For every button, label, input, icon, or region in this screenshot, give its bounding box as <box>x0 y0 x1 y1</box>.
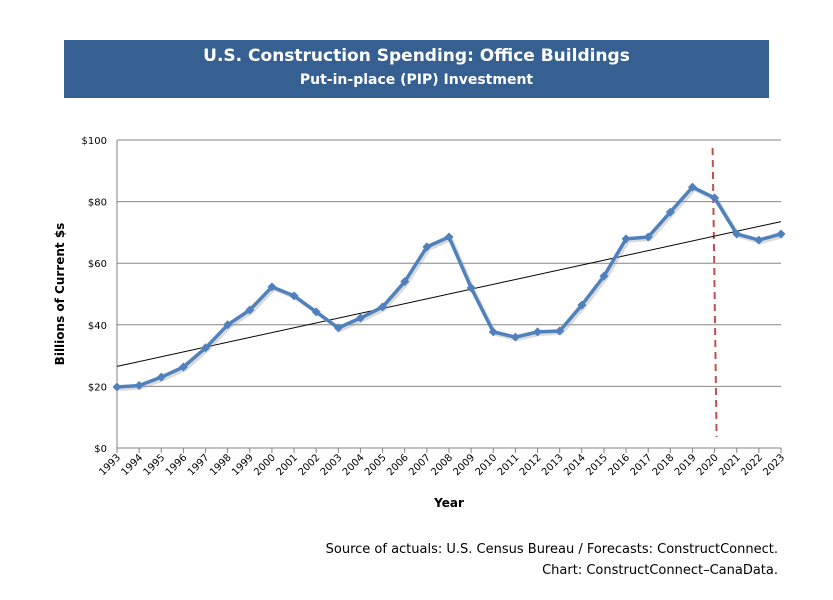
x-tick-label: 2020 <box>695 452 721 478</box>
x-tick-label: 2005 <box>363 452 389 478</box>
x-tick-label: 2014 <box>562 452 588 478</box>
x-tick-label: 2021 <box>717 452 743 478</box>
data-point <box>201 343 211 353</box>
data-point <box>665 207 675 217</box>
data-point <box>599 271 609 281</box>
x-tick-label: 2002 <box>297 452 323 478</box>
data-point <box>776 229 786 239</box>
data-point <box>422 242 432 252</box>
data-point <box>444 232 454 242</box>
data-point <box>732 229 742 239</box>
title-banner: U.S. Construction Spending: Office Build… <box>64 40 769 98</box>
data-point <box>112 382 122 392</box>
forecast-divider <box>711 147 718 438</box>
x-axis-title: Year <box>433 496 464 510</box>
x-tick-label: 1998 <box>208 452 234 478</box>
x-tick-label: 2016 <box>606 452 632 478</box>
data-point <box>577 300 587 310</box>
data-point <box>378 302 388 312</box>
x-tick-label: 2003 <box>319 452 345 478</box>
data-point <box>223 320 233 330</box>
y-axis-title: Billions of Current $s <box>53 223 67 366</box>
y-tick-label: $0 <box>94 444 107 455</box>
x-tick-label: 1995 <box>142 452 168 478</box>
data-point <box>510 332 520 342</box>
data-point <box>267 282 277 292</box>
x-tick-label: 2010 <box>474 452 500 478</box>
x-tick-label: 2009 <box>451 452 477 478</box>
data-point <box>710 193 720 203</box>
data-point <box>134 380 144 390</box>
x-tick-label: 2023 <box>761 452 787 478</box>
data-point <box>156 372 166 382</box>
chart-subtitle: Put-in-place (PIP) Investment <box>299 72 534 88</box>
data-point <box>355 313 365 323</box>
x-tick-label: 2000 <box>252 452 278 478</box>
x-tick-label: 2022 <box>739 452 765 478</box>
y-tick-label: $80 <box>88 198 107 209</box>
data-point <box>643 232 653 242</box>
data-point <box>311 307 321 317</box>
data-point <box>289 291 299 301</box>
data-point <box>178 362 188 372</box>
data-point <box>687 182 697 192</box>
data-point <box>333 323 343 333</box>
x-tick-label: 2012 <box>518 452 544 478</box>
x-tick-label: 1994 <box>119 452 145 478</box>
x-tick-label: 2017 <box>629 452 655 478</box>
y-tick-label: $20 <box>88 382 107 393</box>
data-point <box>555 326 565 336</box>
x-tick-label: 2013 <box>540 452 566 478</box>
y-tick-label: $60 <box>88 259 107 270</box>
data-point <box>466 283 476 293</box>
x-tick-label: 2001 <box>274 452 300 478</box>
y-tick-label: $100 <box>82 136 107 147</box>
y-tick-label: $40 <box>88 321 107 332</box>
x-tick-label: 1997 <box>186 452 212 478</box>
series-line <box>116 185 782 389</box>
source-note: Source of actuals: U.S. Census Bureau / … <box>325 542 778 557</box>
series-shadow <box>118 186 784 392</box>
data-point <box>400 277 410 287</box>
x-tick-label: 2004 <box>341 452 367 478</box>
x-tick-label: 2011 <box>496 452 522 478</box>
data-point <box>245 305 255 315</box>
trendline <box>116 221 782 367</box>
x-tick-label: 2018 <box>651 452 677 478</box>
x-tick-label: 2008 <box>429 452 455 478</box>
x-tick-label: 1993 <box>97 452 123 478</box>
x-tick-label: 1999 <box>230 452 256 478</box>
data-point <box>533 327 543 337</box>
x-tick-label: 2006 <box>385 452 411 478</box>
chart-title: U.S. Construction Spending: Office Build… <box>203 46 630 66</box>
data-point <box>488 327 498 337</box>
x-tick-label: 2007 <box>407 452 433 478</box>
data-point <box>754 235 764 245</box>
chart-credit: Chart: ConstructConnect–CanaData. <box>542 563 778 578</box>
x-tick-label: 2019 <box>673 452 699 478</box>
x-tick-label: 2015 <box>584 452 610 478</box>
data-point <box>621 234 631 244</box>
x-tick-label: 1996 <box>164 452 190 478</box>
